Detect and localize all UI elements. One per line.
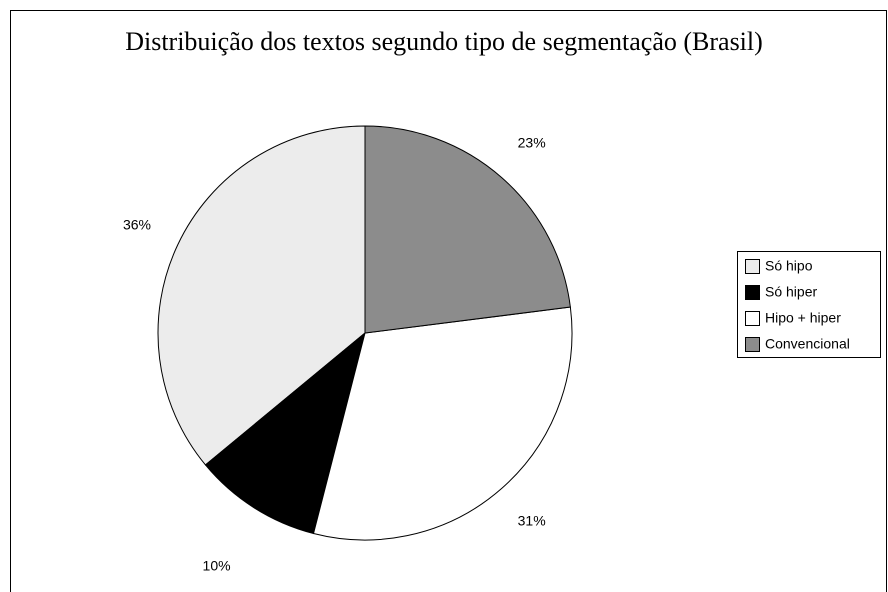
pie-slice	[312, 306, 573, 541]
pie-slice	[157, 125, 366, 466]
legend-label: Só hipo	[765, 258, 813, 274]
legend-box	[737, 251, 881, 358]
pie-slice	[204, 331, 366, 535]
legend-swatch	[745, 311, 760, 326]
legend-label: Hipo + hiper	[765, 310, 841, 326]
chart-title: Distribuição dos textos segundo tipo de …	[125, 27, 763, 56]
slice-label: 31%	[518, 513, 546, 529]
legend-label: Convencional	[765, 336, 850, 352]
legend-swatch	[745, 285, 760, 300]
legend-swatch	[745, 259, 760, 274]
pie-slice	[364, 125, 571, 334]
slice-label: 10%	[203, 558, 231, 574]
legend-label: Só hiper	[765, 284, 817, 300]
slice-label: 36%	[123, 216, 151, 232]
slice-label: 23%	[518, 135, 546, 151]
legend-swatch	[745, 337, 760, 352]
